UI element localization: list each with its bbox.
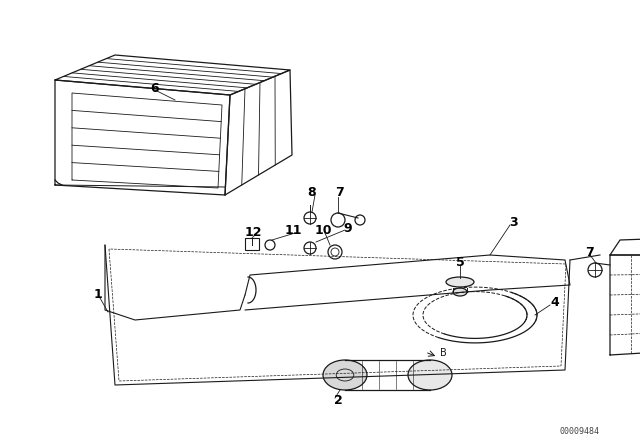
Ellipse shape	[323, 360, 367, 390]
Ellipse shape	[453, 288, 467, 296]
Text: 8: 8	[308, 185, 316, 198]
Bar	[245, 238, 259, 250]
Text: 4: 4	[550, 296, 559, 309]
Text: 7: 7	[335, 185, 344, 198]
Text: 9: 9	[344, 221, 352, 234]
Text: 10: 10	[314, 224, 332, 237]
Ellipse shape	[408, 360, 452, 390]
Text: 7: 7	[586, 246, 595, 258]
Text: 5: 5	[456, 255, 465, 268]
Text: 12: 12	[244, 225, 262, 238]
Ellipse shape	[446, 277, 474, 287]
Text: 1: 1	[93, 288, 102, 301]
Text: B: B	[440, 348, 447, 358]
Text: 11: 11	[284, 224, 301, 237]
Text: 6: 6	[150, 82, 159, 95]
Text: 2: 2	[333, 393, 342, 406]
Text: 00009484: 00009484	[560, 427, 600, 436]
Text: 3: 3	[509, 215, 517, 228]
